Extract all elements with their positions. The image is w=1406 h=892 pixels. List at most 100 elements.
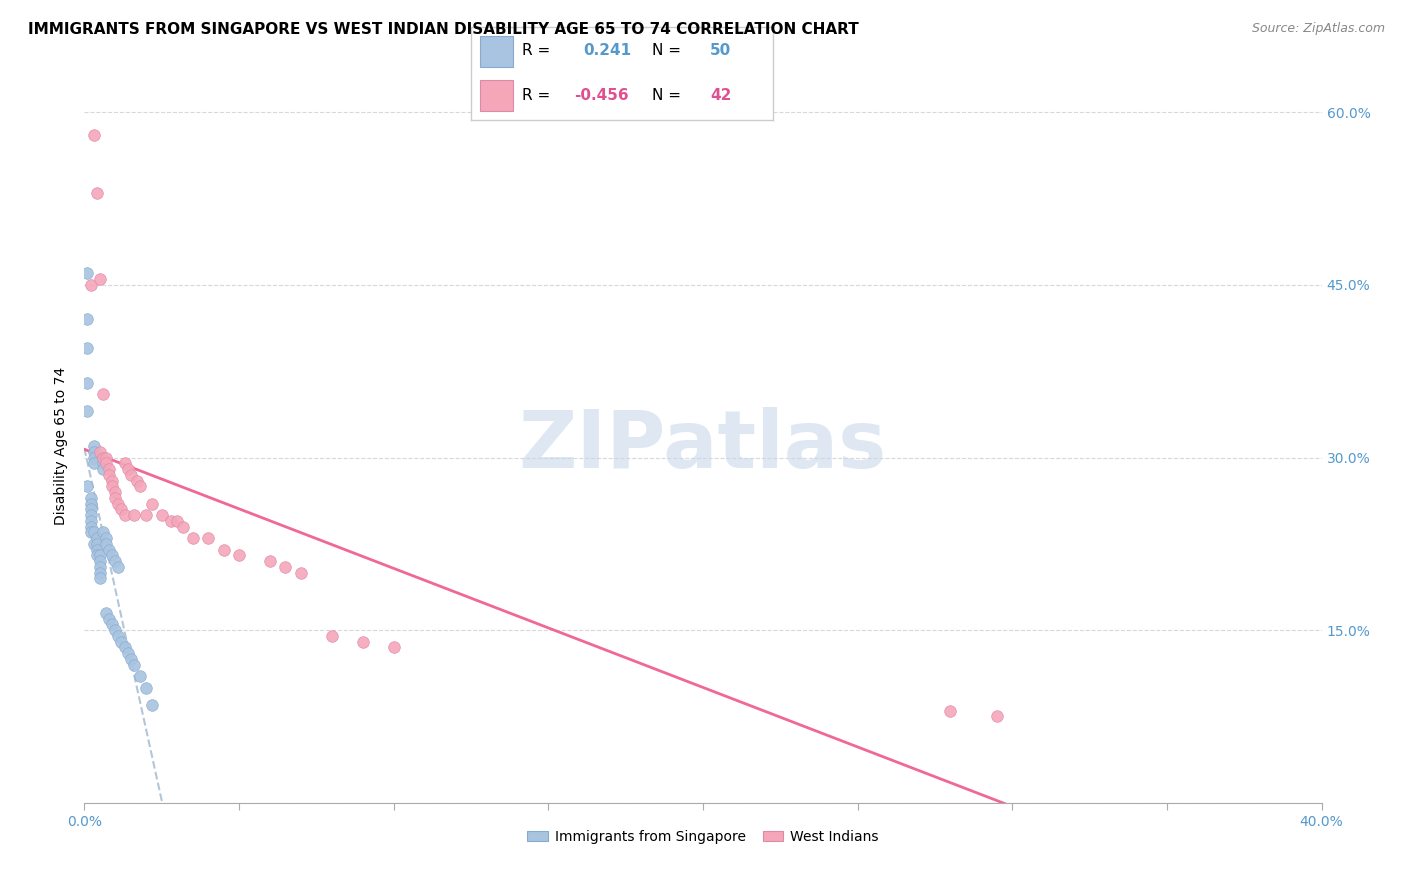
Point [98,542,121,557]
Point [181,531,204,545]
Point [986,709,1008,723]
Text: IMMIGRANTS FROM SINGAPORE VS WEST INDIAN DISABILITY AGE 65 TO 74 CORRELATION CHA: IMMIGRANTS FROM SINGAPORE VS WEST INDIAN… [28,22,859,37]
Point [107,559,129,574]
Point [91,525,114,540]
Point [104,554,127,568]
Point [83,439,105,453]
Point [160,514,183,528]
Point [98,612,121,626]
Point [89,549,111,563]
Point [101,479,124,493]
Point [290,566,312,580]
Point [135,681,157,695]
Point [228,549,250,563]
Point [141,497,163,511]
Legend: Immigrants from Singapore, West Indians: Immigrants from Singapore, West Indians [522,824,884,849]
Point [259,554,281,568]
Point [129,669,152,683]
Point [94,450,117,465]
Point [122,657,145,672]
Point [83,450,105,465]
Point [86,186,108,200]
Point [76,341,98,355]
Point [352,634,374,648]
Point [86,531,108,545]
Point [76,376,98,390]
Point [83,444,105,458]
Point [79,277,101,292]
Text: R =: R = [523,43,555,58]
Point [104,485,127,500]
Point [101,549,124,563]
Point [76,479,98,493]
Point [120,467,142,482]
Text: N =: N = [652,43,686,58]
Point [94,456,117,470]
Point [114,640,136,655]
Text: 42: 42 [710,88,731,103]
Point [382,640,405,655]
Point [110,502,132,516]
FancyBboxPatch shape [479,36,513,67]
Point [125,474,148,488]
Point [89,554,111,568]
Point [94,606,117,620]
Point [172,519,194,533]
Point [89,272,111,286]
Point [91,456,114,470]
Point [107,497,129,511]
Y-axis label: Disability Age 65 to 74: Disability Age 65 to 74 [55,367,69,525]
Point [120,652,142,666]
Point [104,491,127,505]
Point [117,646,139,660]
Point [79,491,101,505]
Point [101,474,124,488]
Point [94,531,117,545]
Text: R =: R = [523,88,555,103]
Point [79,514,101,528]
Point [122,508,145,522]
Point [104,623,127,637]
Point [135,508,157,522]
Point [76,266,98,280]
Point [79,519,101,533]
Point [79,497,101,511]
Point [83,525,105,540]
Point [197,531,219,545]
Point [86,537,108,551]
Point [212,542,235,557]
Point [83,128,105,143]
FancyBboxPatch shape [479,80,513,111]
Point [98,467,121,482]
Point [89,571,111,585]
Point [114,456,136,470]
Point [91,462,114,476]
Point [94,537,117,551]
Point [114,508,136,522]
Text: 50: 50 [710,43,731,58]
Point [83,537,105,551]
Text: ZIPatlas: ZIPatlas [519,407,887,485]
Point [86,542,108,557]
Point [98,462,121,476]
Point [274,559,297,574]
Point [101,617,124,632]
Text: N =: N = [652,88,686,103]
Point [89,566,111,580]
Point [117,462,139,476]
Text: 0.241: 0.241 [583,43,631,58]
Point [83,456,105,470]
Point [939,704,962,718]
Point [89,559,111,574]
Point [107,629,129,643]
Point [91,450,114,465]
Point [76,404,98,418]
Point [110,634,132,648]
Point [141,698,163,712]
Point [76,312,98,326]
Point [150,508,173,522]
Text: Source: ZipAtlas.com: Source: ZipAtlas.com [1251,22,1385,36]
Point [79,508,101,522]
Point [91,387,114,401]
Point [79,502,101,516]
